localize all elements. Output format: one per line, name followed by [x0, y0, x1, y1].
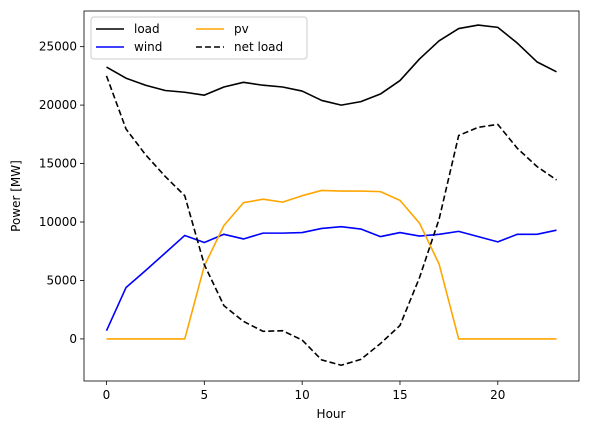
legend-label-3: net load [234, 40, 283, 54]
x-tick-label: 20 [490, 388, 505, 402]
series-line-3 [105, 75, 557, 367]
series-line-2 [106, 189, 557, 340]
plot-frame [83, 10, 580, 382]
y-tick-label: 15000 [39, 157, 77, 171]
series-line-1 [105, 225, 557, 332]
y-tick-label: 5000 [46, 273, 77, 287]
series-layer [105, 24, 557, 367]
x-tick-label: 0 [103, 388, 111, 402]
legend: load wind pv net load [90, 16, 308, 60]
y-axis-label: Power [MW] [9, 160, 23, 232]
x-axis-label: Hour [317, 407, 346, 421]
legend-label-2: pv [234, 22, 249, 36]
plot-area [84, 11, 579, 381]
x-tick-label: 10 [295, 388, 310, 402]
x-axis: 0 5 10 15 20 [103, 381, 505, 402]
y-tick-label: 20000 [39, 98, 77, 112]
y-tick-label: 25000 [39, 40, 77, 54]
x-tick-label: 5 [201, 388, 209, 402]
legend-box [90, 16, 308, 60]
y-axis: 0 5000 10000 15000 20000 25000 [39, 40, 84, 346]
x-tick-label: 15 [392, 388, 407, 402]
legend-label-1: wind [134, 40, 162, 54]
y-tick-label: 0 [69, 332, 77, 346]
legend-label-0: load [134, 22, 160, 36]
series-line-0 [106, 24, 557, 106]
y-tick-label: 10000 [39, 215, 77, 229]
